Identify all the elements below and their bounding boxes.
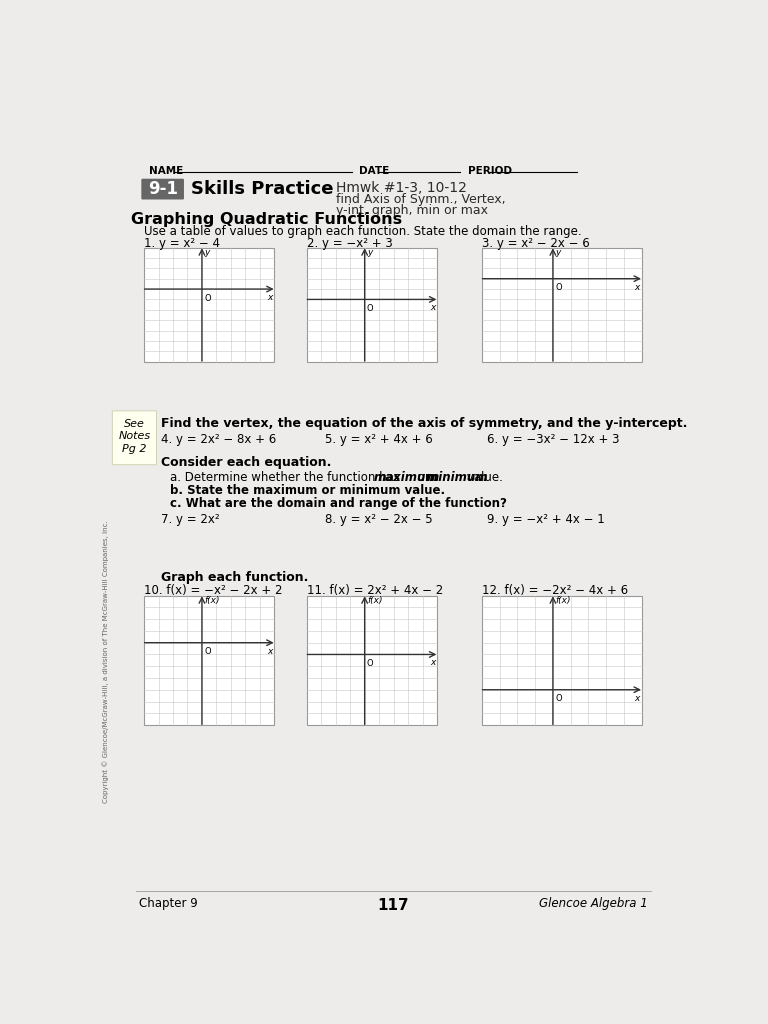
Text: x: x [634, 283, 640, 292]
Text: 5. y = x² + 4x + 6: 5. y = x² + 4x + 6 [325, 433, 432, 446]
Bar [306, 248, 437, 361]
Text: 6. y = −3x² − 12x + 3: 6. y = −3x² − 12x + 3 [488, 433, 620, 446]
Text: f(x): f(x) [555, 596, 571, 605]
Bar [144, 596, 274, 725]
Text: x: x [430, 658, 435, 668]
Text: b. State the maximum or minimum value.: b. State the maximum or minimum value. [170, 484, 445, 497]
Text: Copyright © Glencoe/McGraw-Hill, a division of The McGraw-Hill Companies, Inc.: Copyright © Glencoe/McGraw-Hill, a divis… [103, 520, 109, 803]
Text: 11. f(x) = 2x² + 4x − 2: 11. f(x) = 2x² + 4x − 2 [306, 584, 443, 597]
Text: x: x [267, 293, 273, 302]
Text: y-int, graph, min or max: y-int, graph, min or max [336, 204, 488, 217]
Text: PERIOD: PERIOD [468, 166, 512, 176]
Text: Chapter 9: Chapter 9 [140, 897, 198, 910]
Text: 4. y = 2x² − 8x + 6: 4. y = 2x² − 8x + 6 [161, 433, 276, 446]
Text: O: O [555, 284, 562, 292]
Text: x: x [634, 693, 640, 702]
Text: 3. y = x² − 2x − 6: 3. y = x² − 2x − 6 [482, 237, 590, 250]
Text: or: or [414, 471, 433, 484]
Text: O: O [367, 659, 373, 668]
Bar [144, 248, 274, 361]
Text: value.: value. [463, 471, 503, 484]
Text: DATE: DATE [359, 166, 389, 176]
Bar [306, 596, 437, 725]
Text: 2. y = −x² + 3: 2. y = −x² + 3 [306, 237, 392, 250]
Text: 7. y = 2x²: 7. y = 2x² [161, 512, 220, 525]
Text: Glencoe Algebra 1: Glencoe Algebra 1 [539, 897, 647, 910]
Text: 1. y = x² − 4: 1. y = x² − 4 [144, 237, 220, 250]
Text: y: y [555, 249, 561, 257]
Text: y: y [204, 249, 210, 257]
Text: Pg 2: Pg 2 [122, 444, 147, 454]
Text: 9-1: 9-1 [147, 180, 177, 198]
Text: Skills Practice: Skills Practice [190, 180, 333, 198]
Text: Graphing Quadratic Functions: Graphing Quadratic Functions [131, 212, 402, 227]
Text: c. What are the domain and range of the function?: c. What are the domain and range of the … [170, 497, 508, 510]
Text: 117: 117 [378, 897, 409, 912]
Text: Notes: Notes [118, 431, 151, 441]
Text: O: O [204, 647, 211, 656]
Text: x: x [430, 303, 435, 312]
FancyBboxPatch shape [141, 179, 184, 200]
Text: O: O [555, 694, 562, 703]
Text: x: x [267, 646, 273, 655]
Text: See: See [124, 420, 145, 429]
Text: NAME: NAME [149, 166, 183, 176]
Text: Hmwk #1-3, 10-12: Hmwk #1-3, 10-12 [336, 181, 467, 196]
Text: O: O [204, 294, 211, 303]
Text: find Axis of Symm., Vertex,: find Axis of Symm., Vertex, [336, 193, 506, 206]
Text: 10. f(x) = −x² − 2x + 2: 10. f(x) = −x² − 2x + 2 [144, 584, 283, 597]
Bar [482, 596, 641, 725]
FancyBboxPatch shape [112, 411, 157, 465]
Text: f(x): f(x) [367, 596, 382, 605]
Text: 12. f(x) = −2x² − 4x + 6: 12. f(x) = −2x² − 4x + 6 [482, 584, 628, 597]
Text: maximum: maximum [373, 471, 438, 484]
Text: y: y [367, 249, 372, 257]
Text: a. Determine whether the function has: a. Determine whether the function has [170, 471, 404, 484]
Text: O: O [367, 304, 373, 313]
Text: 8. y = x² − 2x − 5: 8. y = x² − 2x − 5 [325, 512, 432, 525]
Text: Use a table of values to graph each function. State the domain the range.: Use a table of values to graph each func… [144, 225, 581, 239]
Text: 9. y = −x² + 4x − 1: 9. y = −x² + 4x − 1 [488, 512, 605, 525]
Text: Graph each function.: Graph each function. [161, 571, 309, 584]
Bar [482, 248, 641, 361]
Text: Consider each equation.: Consider each equation. [161, 456, 332, 469]
Text: Find the vertex, the equation of the axis of symmetry, and the y-intercept.: Find the vertex, the equation of the axi… [161, 417, 687, 430]
Text: f(x): f(x) [204, 596, 220, 605]
Text: minimum: minimum [426, 471, 488, 484]
